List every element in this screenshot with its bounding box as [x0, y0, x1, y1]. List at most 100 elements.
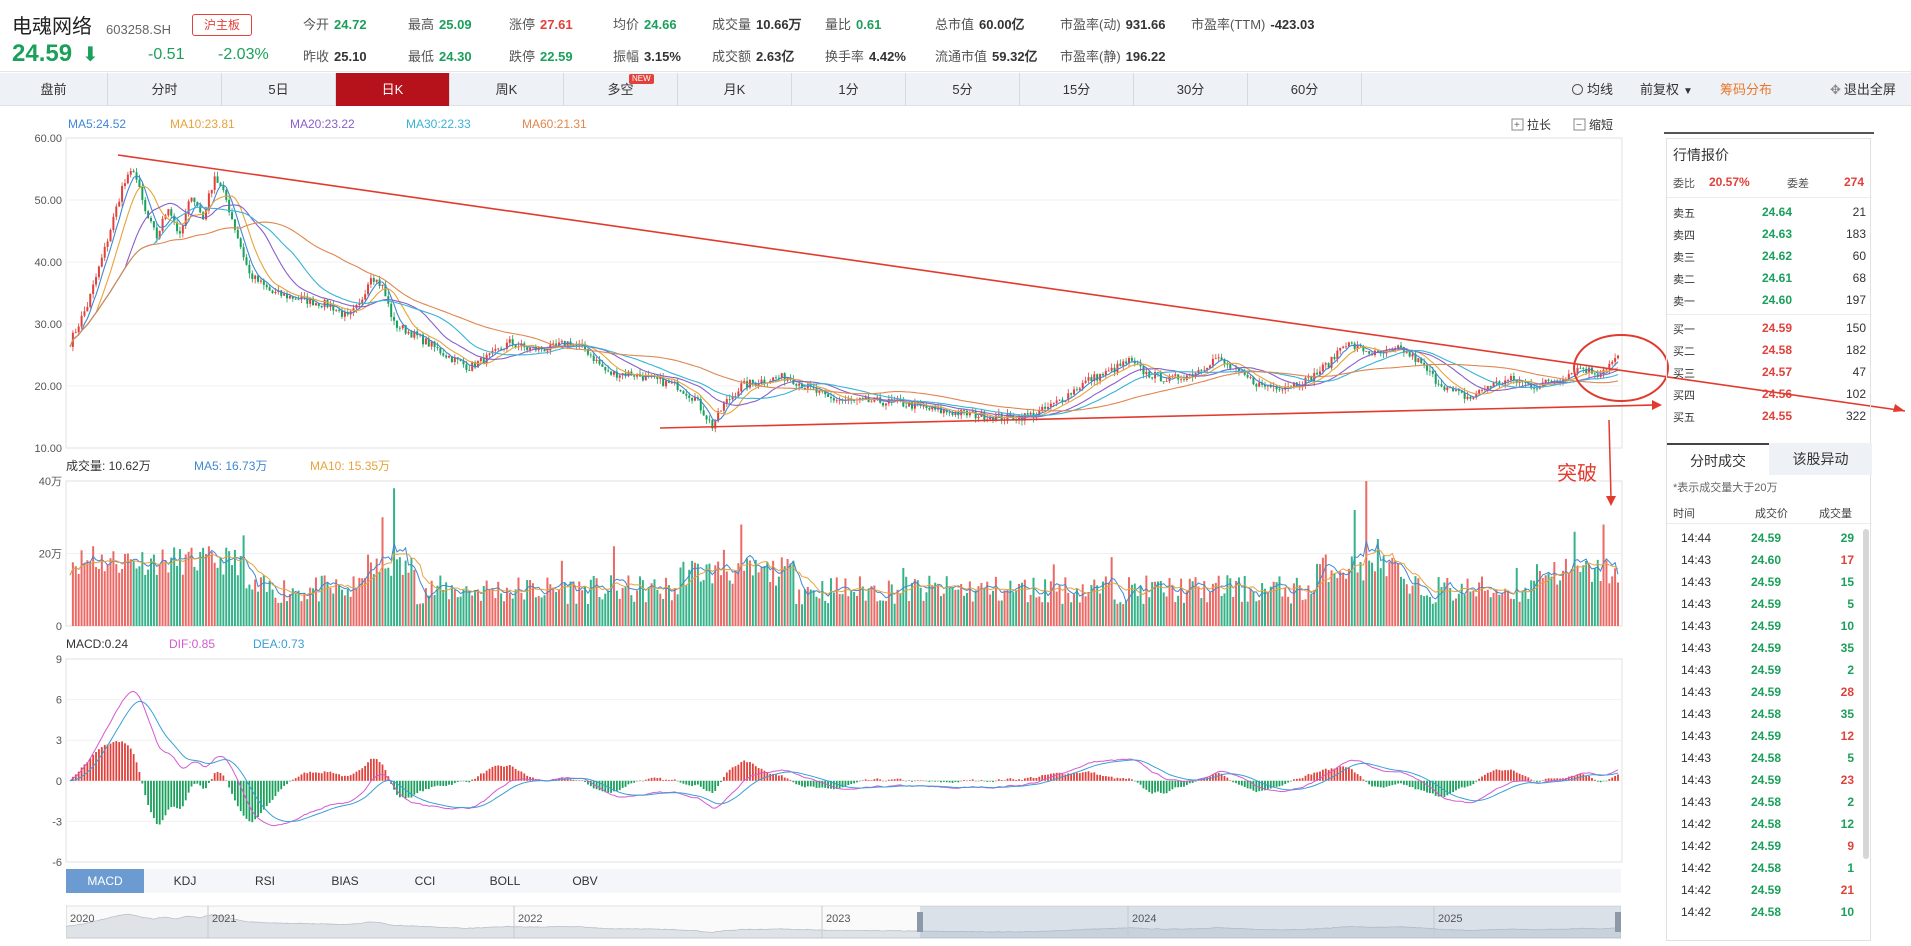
- volume-legend-item: 成交量: 10.62万: [66, 458, 151, 473]
- quote-header: 电魂网络 603258.SH 沪主板 24.59 ⬇ -0.51 -2.03% …: [0, 0, 1911, 72]
- ma-line-toggle[interactable]: 均线: [1572, 73, 1613, 106]
- macd-bar: [723, 776, 725, 781]
- volume-bar: [1070, 602, 1073, 626]
- trade-time: 14:42: [1681, 861, 1712, 875]
- tab-8[interactable]: 5分: [906, 73, 1020, 106]
- macd-bar: [393, 780, 395, 790]
- macd-bar: [1226, 777, 1229, 781]
- trade-time: 14:43: [1681, 685, 1712, 699]
- quote-label: 成交额: [712, 49, 752, 64]
- zoom-buttons: + 拉长 − 缩短: [1511, 117, 1613, 132]
- volume-bar: [1405, 584, 1408, 626]
- tab-1[interactable]: 分时: [108, 73, 222, 106]
- macd-bar: [780, 775, 783, 781]
- indicator-tab-obv[interactable]: OBV: [572, 874, 598, 888]
- macd-bar: [367, 762, 369, 781]
- volume-bar: [306, 599, 309, 626]
- chip-distribution-button[interactable]: 筹码分布: [1720, 82, 1773, 97]
- order-price: 24.58: [1762, 343, 1793, 357]
- volume-bar: [1015, 590, 1018, 626]
- indicator-tab-kdj[interactable]: KDJ: [173, 874, 197, 888]
- quote-value: 22.59: [540, 49, 573, 64]
- trade-row: 14:42 24.59 9: [1667, 835, 1862, 857]
- tab-5[interactable]: 多空 NEW: [564, 73, 678, 106]
- tab-9[interactable]: 15分: [1020, 73, 1134, 106]
- tab-7[interactable]: 1分: [792, 73, 906, 106]
- volume-bar: [919, 587, 922, 626]
- tab-label: 60分: [1290, 82, 1319, 97]
- volume-bar: [199, 552, 202, 626]
- tab-11[interactable]: 60分: [1248, 73, 1362, 106]
- tab-3[interactable]: 日K: [336, 73, 450, 106]
- macd-bar: [1449, 780, 1452, 794]
- indicator-tab-bias[interactable]: BIAS: [331, 874, 359, 888]
- macd-bar: [1414, 780, 1417, 790]
- macd-bar: [1310, 774, 1313, 781]
- macd-bar: [126, 745, 129, 781]
- volume-bar: [346, 588, 349, 626]
- macd-bar: [653, 777, 656, 781]
- volume-bar: [1342, 572, 1345, 626]
- tab-trades[interactable]: 分时成交: [1667, 443, 1769, 475]
- candle-body: [294, 298, 297, 300]
- volume-bar: [77, 573, 80, 626]
- trade-price: 24.58: [1751, 707, 1782, 721]
- quote-row1-2: 涨停 27.61: [509, 14, 573, 33]
- volume-bar: [233, 549, 236, 626]
- volume-bar: [419, 603, 422, 626]
- board-badge[interactable]: 沪主板: [192, 14, 252, 36]
- tab-0[interactable]: 盘前: [0, 73, 108, 106]
- volume-bar: [720, 575, 723, 626]
- quote-label: 成交量: [712, 17, 752, 32]
- macd-bar: [1489, 772, 1492, 781]
- volume-bar: [641, 580, 644, 626]
- tab-stock-moves[interactable]: 该股异动: [1769, 443, 1872, 475]
- indicator-tab-macd[interactable]: MACD: [66, 869, 144, 893]
- ma30-line: [69, 206, 1619, 417]
- target-icon: [1572, 84, 1583, 95]
- volume-bar: [543, 595, 546, 626]
- tab-10[interactable]: 30分: [1134, 73, 1248, 106]
- macd-bar: [213, 773, 216, 781]
- candle-body: [1122, 361, 1125, 366]
- macd-bar: [725, 772, 728, 781]
- macd-y-tick: 0: [56, 776, 62, 788]
- volume-bar: [1156, 581, 1159, 626]
- macd-bar: [1110, 776, 1113, 781]
- candle-body: [757, 383, 760, 386]
- adjust-dropdown[interactable]: 前复权 ▼: [1640, 73, 1693, 106]
- tab-2[interactable]: 5日: [222, 73, 336, 106]
- indicator-tab-boll[interactable]: BOLL: [489, 874, 521, 888]
- volume-bar: [372, 574, 375, 626]
- macd-bar: [1350, 769, 1353, 781]
- timeline-scroller[interactable]: 2020 2021 2022 2023 2024 2025: [65, 898, 1622, 941]
- volume-bar: [251, 589, 254, 626]
- volume-bar: [1087, 592, 1090, 626]
- volume-bar: [725, 571, 728, 626]
- trade-list-scrollbar[interactable]: [1863, 529, 1869, 859]
- trade-price: 24.60: [1751, 553, 1782, 567]
- chart-legends: MA5:24.52 MA10:23.81 MA20:23.22 MA30:22.33 M…: [66, 117, 1613, 651]
- macd-bar: [1423, 780, 1426, 791]
- order-book-title: 行情报价: [1673, 147, 1729, 163]
- indicator-tab-rsi[interactable]: RSI: [254, 874, 275, 888]
- macd-bar: [873, 779, 876, 781]
- tab-4[interactable]: 周K: [450, 73, 564, 106]
- tab-6[interactable]: 月K: [678, 73, 792, 106]
- order-book-mid-divider: [1667, 314, 1872, 315]
- indicator-tab-cci[interactable]: CCI: [414, 874, 436, 888]
- macd-bar: [1431, 780, 1434, 794]
- trade-row: 14:43 24.59 2: [1667, 659, 1862, 681]
- macd-bar: [323, 771, 326, 781]
- timeline-year-label: 2025: [1438, 913, 1462, 925]
- exit-fullscreen-button[interactable]: ✥ 退出全屏: [1830, 73, 1896, 106]
- volume-bar: [375, 558, 378, 626]
- macd-bar: [1023, 778, 1026, 781]
- macd-bar: [1012, 779, 1015, 781]
- quote-value: -423.03: [1270, 17, 1315, 32]
- macd-bar: [867, 780, 870, 781]
